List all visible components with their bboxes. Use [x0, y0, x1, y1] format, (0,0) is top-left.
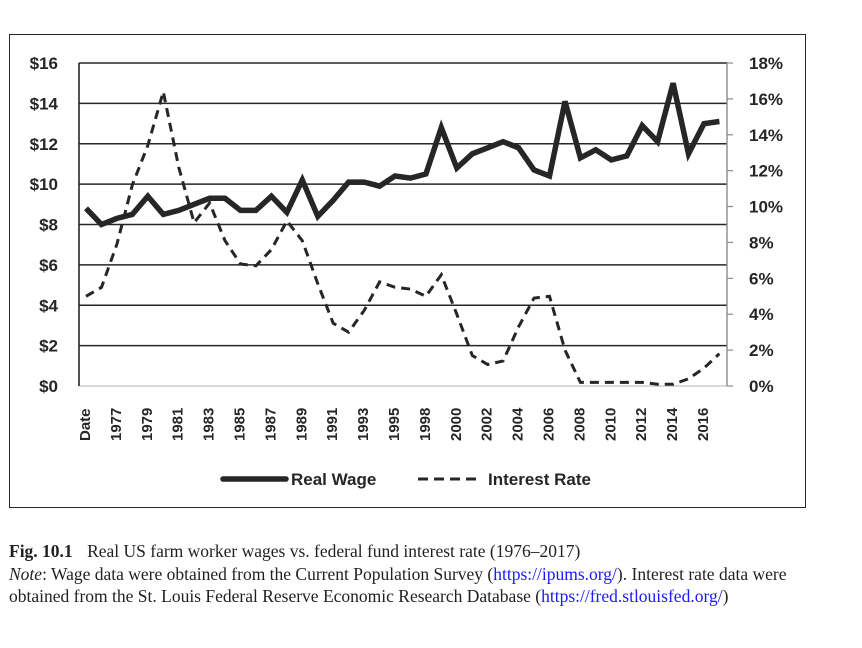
caption-title: Real US farm worker wages vs. federal fu… — [87, 541, 581, 561]
x-tick-label: 1995 — [386, 408, 403, 441]
series-line-real-wage — [84, 82, 720, 228]
right-tick-label: 8% — [749, 233, 774, 252]
x-tick-label: 1998 — [417, 408, 434, 441]
left-tick-label: $6 — [39, 256, 58, 275]
ipums-link[interactable]: https://ipums.org/ — [493, 563, 617, 584]
note-label: Note — [9, 563, 43, 584]
series-lines — [84, 82, 721, 386]
right-tick-label: 12% — [749, 162, 783, 181]
left-axis-tick-labels: $0 $2 $4 $6 $8 $10 $12 $14 $16 — [30, 54, 59, 396]
legend: Real Wage Interest Rate — [220, 470, 591, 489]
left-tick-label: $10 — [30, 175, 58, 194]
x-tick-label: 2010 — [602, 408, 619, 441]
series-line-interest-rate — [85, 91, 721, 386]
gridlines — [78, 62, 727, 387]
note-text-3: ) — [722, 586, 729, 606]
x-tick-label: 2004 — [510, 407, 527, 441]
legend-label-interest-rate: Interest Rate — [488, 470, 591, 489]
x-tick-label: 1979 — [139, 408, 156, 441]
fred-link[interactable]: https://fred.stlouisfed.org/ — [541, 586, 723, 606]
left-tick-label: $0 — [39, 377, 58, 396]
note-text-1: : Wage data were obtained from the Curre… — [42, 563, 494, 584]
left-tick-label: $2 — [39, 337, 58, 356]
legend-label-real-wage: Real Wage — [291, 470, 376, 489]
chart-frame: $0 $2 $4 $6 $8 $10 $12 $14 $16 0% 2% 4% 6% 8% 10% 12% 1… — [9, 34, 806, 508]
x-tick-label: 1985 — [232, 408, 249, 441]
x-tick-label: 2006 — [541, 408, 558, 441]
chart: $0 $2 $4 $6 $8 $10 $12 $14 $16 0% 2% 4% 6% 8% 10% 12% 1… — [30, 54, 783, 489]
right-tick-label: 18% — [749, 54, 783, 73]
x-tick-label: 1981 — [170, 408, 187, 441]
left-tick-label: $16 — [30, 54, 58, 73]
right-tick-label: 16% — [749, 90, 783, 109]
x-tick-label: 2012 — [633, 408, 650, 441]
x-tick-label: 2016 — [695, 408, 712, 441]
left-tick-label: $12 — [30, 135, 58, 154]
right-tick-label: 0% — [749, 377, 774, 396]
x-tick-label: 1993 — [355, 408, 372, 441]
left-tick-label: $4 — [39, 296, 58, 315]
x-tick-label: Date — [77, 408, 94, 441]
right-tick-label: 2% — [749, 341, 774, 360]
note-text-2: ). Interest rate data were obtained from… — [9, 563, 787, 607]
x-tick-label: 2000 — [448, 408, 465, 441]
right-axis: 0% 2% 4% 6% 8% 10% 12% 14% 16% 18% — [726, 54, 783, 396]
x-tick-label: 2014 — [664, 407, 681, 441]
x-tick-label: 1991 — [324, 408, 341, 441]
x-tick-label: 2008 — [571, 408, 588, 441]
x-tick-label: 1977 — [108, 408, 125, 441]
right-tick-label: 10% — [749, 198, 783, 217]
left-tick-label: $14 — [30, 94, 59, 113]
x-tick-label: 1989 — [293, 408, 310, 441]
caption-note: Note: Wage data were obtained from the C… — [9, 563, 849, 608]
caption-title-line: Fig. 10.1 Real US farm worker wages vs. … — [9, 540, 849, 563]
x-tick-label: 1983 — [201, 408, 218, 441]
x-tick-label: 1987 — [262, 408, 279, 441]
right-tick-label: 6% — [749, 269, 774, 288]
x-axis-tick-labels: Date 1977 1979 1981 1983 1985 1987 1989 1991 1993… — [77, 407, 712, 441]
figure-label: Fig. 10.1 — [9, 541, 73, 561]
x-tick-label: 2002 — [479, 408, 496, 441]
right-tick-label: 14% — [749, 126, 783, 145]
right-tick-label: 4% — [749, 305, 774, 324]
left-tick-label: $8 — [39, 216, 58, 235]
figure-caption: Fig. 10.1 Real US farm worker wages vs. … — [9, 540, 849, 608]
